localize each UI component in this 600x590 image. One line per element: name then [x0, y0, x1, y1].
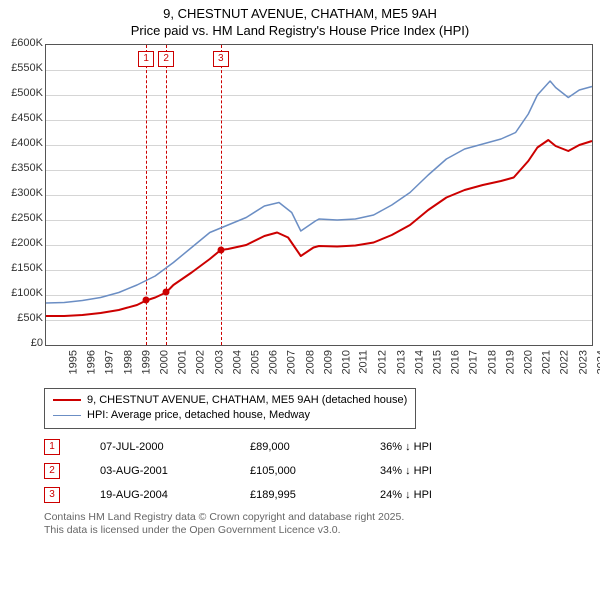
sales-row-delta: 24% ↓ HPI: [380, 489, 432, 501]
x-axis-label: 2006: [268, 350, 280, 374]
y-axis-label: £450K: [9, 112, 43, 124]
y-axis-label: £550K: [9, 62, 43, 74]
sales-row: 2 03-AUG-2001£105,00034% ↓ HPI: [44, 463, 592, 479]
series-svg: [46, 45, 592, 345]
y-axis-label: £50K: [9, 312, 43, 324]
legend-row: 9, CHESTNUT AVENUE, CHATHAM, ME5 9AH (de…: [53, 393, 407, 408]
sales-row-date: 03-AUG-2001: [100, 465, 250, 477]
y-axis-label: £350K: [9, 162, 43, 174]
x-axis-label: 2000: [158, 350, 170, 374]
legend-swatch: [53, 399, 81, 401]
x-axis-label: 2016: [450, 350, 462, 374]
legend-row: HPI: Average price, detached house, Medw…: [53, 408, 407, 423]
sale-dot: [217, 246, 224, 253]
x-axis-label: 2005: [249, 350, 261, 374]
title-line-1: 9, CHESTNUT AVENUE, CHATHAM, ME5 9AH: [8, 6, 592, 23]
x-axis-label: 2017: [468, 350, 480, 374]
x-axis-label: 2010: [340, 350, 352, 374]
x-axis-label: 2001: [177, 350, 189, 374]
y-axis-label: £150K: [9, 262, 43, 274]
y-axis-label: £500K: [9, 87, 43, 99]
x-axis-label: 1997: [104, 350, 116, 374]
sales-row-delta: 34% ↓ HPI: [380, 465, 432, 477]
x-axis-label: 1996: [86, 350, 98, 374]
title-line-2: Price paid vs. HM Land Registry's House …: [8, 23, 592, 40]
y-axis-label: £300K: [9, 187, 43, 199]
y-axis-label: £100K: [9, 287, 43, 299]
legend-swatch: [53, 415, 81, 416]
y-axis-label: £250K: [9, 212, 43, 224]
x-axis-label: 1998: [122, 350, 134, 374]
y-axis-label: £200K: [9, 237, 43, 249]
sales-row: 1 07-JUL-2000£89,00036% ↓ HPI: [44, 439, 592, 455]
footnote-line-2: This data is licensed under the Open Gov…: [44, 524, 592, 538]
sales-row-price: £89,000: [250, 441, 380, 453]
x-axis-label: 2022: [559, 350, 571, 374]
sales-row-date: 19-AUG-2004: [100, 489, 250, 501]
series-price_paid: [46, 140, 592, 316]
title-block: 9, CHESTNUT AVENUE, CHATHAM, ME5 9AH Pri…: [8, 6, 592, 40]
x-axis-label: 2018: [486, 350, 498, 374]
sales-row: 3 19-AUG-2004£189,99524% ↓ HPI: [44, 487, 592, 503]
x-axis-label: 2023: [577, 350, 589, 374]
y-axis-label: £600K: [9, 37, 43, 49]
sales-row-price: £189,995: [250, 489, 380, 501]
x-axis-label: 2002: [195, 350, 207, 374]
y-axis-label: £0: [9, 337, 43, 349]
sales-row-price: £105,000: [250, 465, 380, 477]
x-axis-label: 2014: [413, 350, 425, 374]
x-axis-label: 2024: [595, 350, 600, 374]
y-axis-label: £400K: [9, 137, 43, 149]
sales-row-marker: 3: [44, 487, 60, 503]
x-axis-label: 1995: [67, 350, 79, 374]
x-axis-label: 2008: [304, 350, 316, 374]
chart-container: 9, CHESTNUT AVENUE, CHATHAM, ME5 9AH Pri…: [0, 0, 600, 590]
legend-label: HPI: Average price, detached house, Medw…: [87, 408, 310, 423]
x-axis-label: 2013: [395, 350, 407, 374]
sales-row-date: 07-JUL-2000: [100, 441, 250, 453]
sales-row-marker: 2: [44, 463, 60, 479]
x-axis-label: 2019: [504, 350, 516, 374]
x-axis-label: 2009: [322, 350, 334, 374]
legend-label: 9, CHESTNUT AVENUE, CHATHAM, ME5 9AH (de…: [87, 393, 407, 408]
sale-dot: [143, 297, 150, 304]
x-axis-label: 2021: [541, 350, 553, 374]
x-axis-label: 2011: [358, 350, 370, 374]
x-axis-label: 2020: [522, 350, 534, 374]
footnote: Contains HM Land Registry data © Crown c…: [44, 511, 592, 538]
x-axis-label: 2003: [213, 350, 225, 374]
sales-row-marker: 1: [44, 439, 60, 455]
footnote-line-1: Contains HM Land Registry data © Crown c…: [44, 511, 592, 525]
x-axis-label: 2007: [286, 350, 298, 374]
plot-area: 123: [45, 44, 593, 346]
x-axis-label: 1999: [140, 350, 152, 374]
legend-box: 9, CHESTNUT AVENUE, CHATHAM, ME5 9AH (de…: [44, 388, 416, 429]
chart-box: 123£0 £50K £100K £150K £200K £250K £300K £350K £…: [9, 44, 591, 382]
x-axis-label: 2012: [377, 350, 389, 374]
sales-table: 1 07-JUL-2000£89,00036% ↓ HPI 2 03-AUG-2001…: [44, 439, 592, 503]
x-axis-label: 2015: [431, 350, 443, 374]
x-axis-label: 2004: [231, 350, 243, 374]
sales-row-delta: 36% ↓ HPI: [380, 441, 432, 453]
series-hpi: [46, 81, 592, 303]
sale-dot: [163, 289, 170, 296]
